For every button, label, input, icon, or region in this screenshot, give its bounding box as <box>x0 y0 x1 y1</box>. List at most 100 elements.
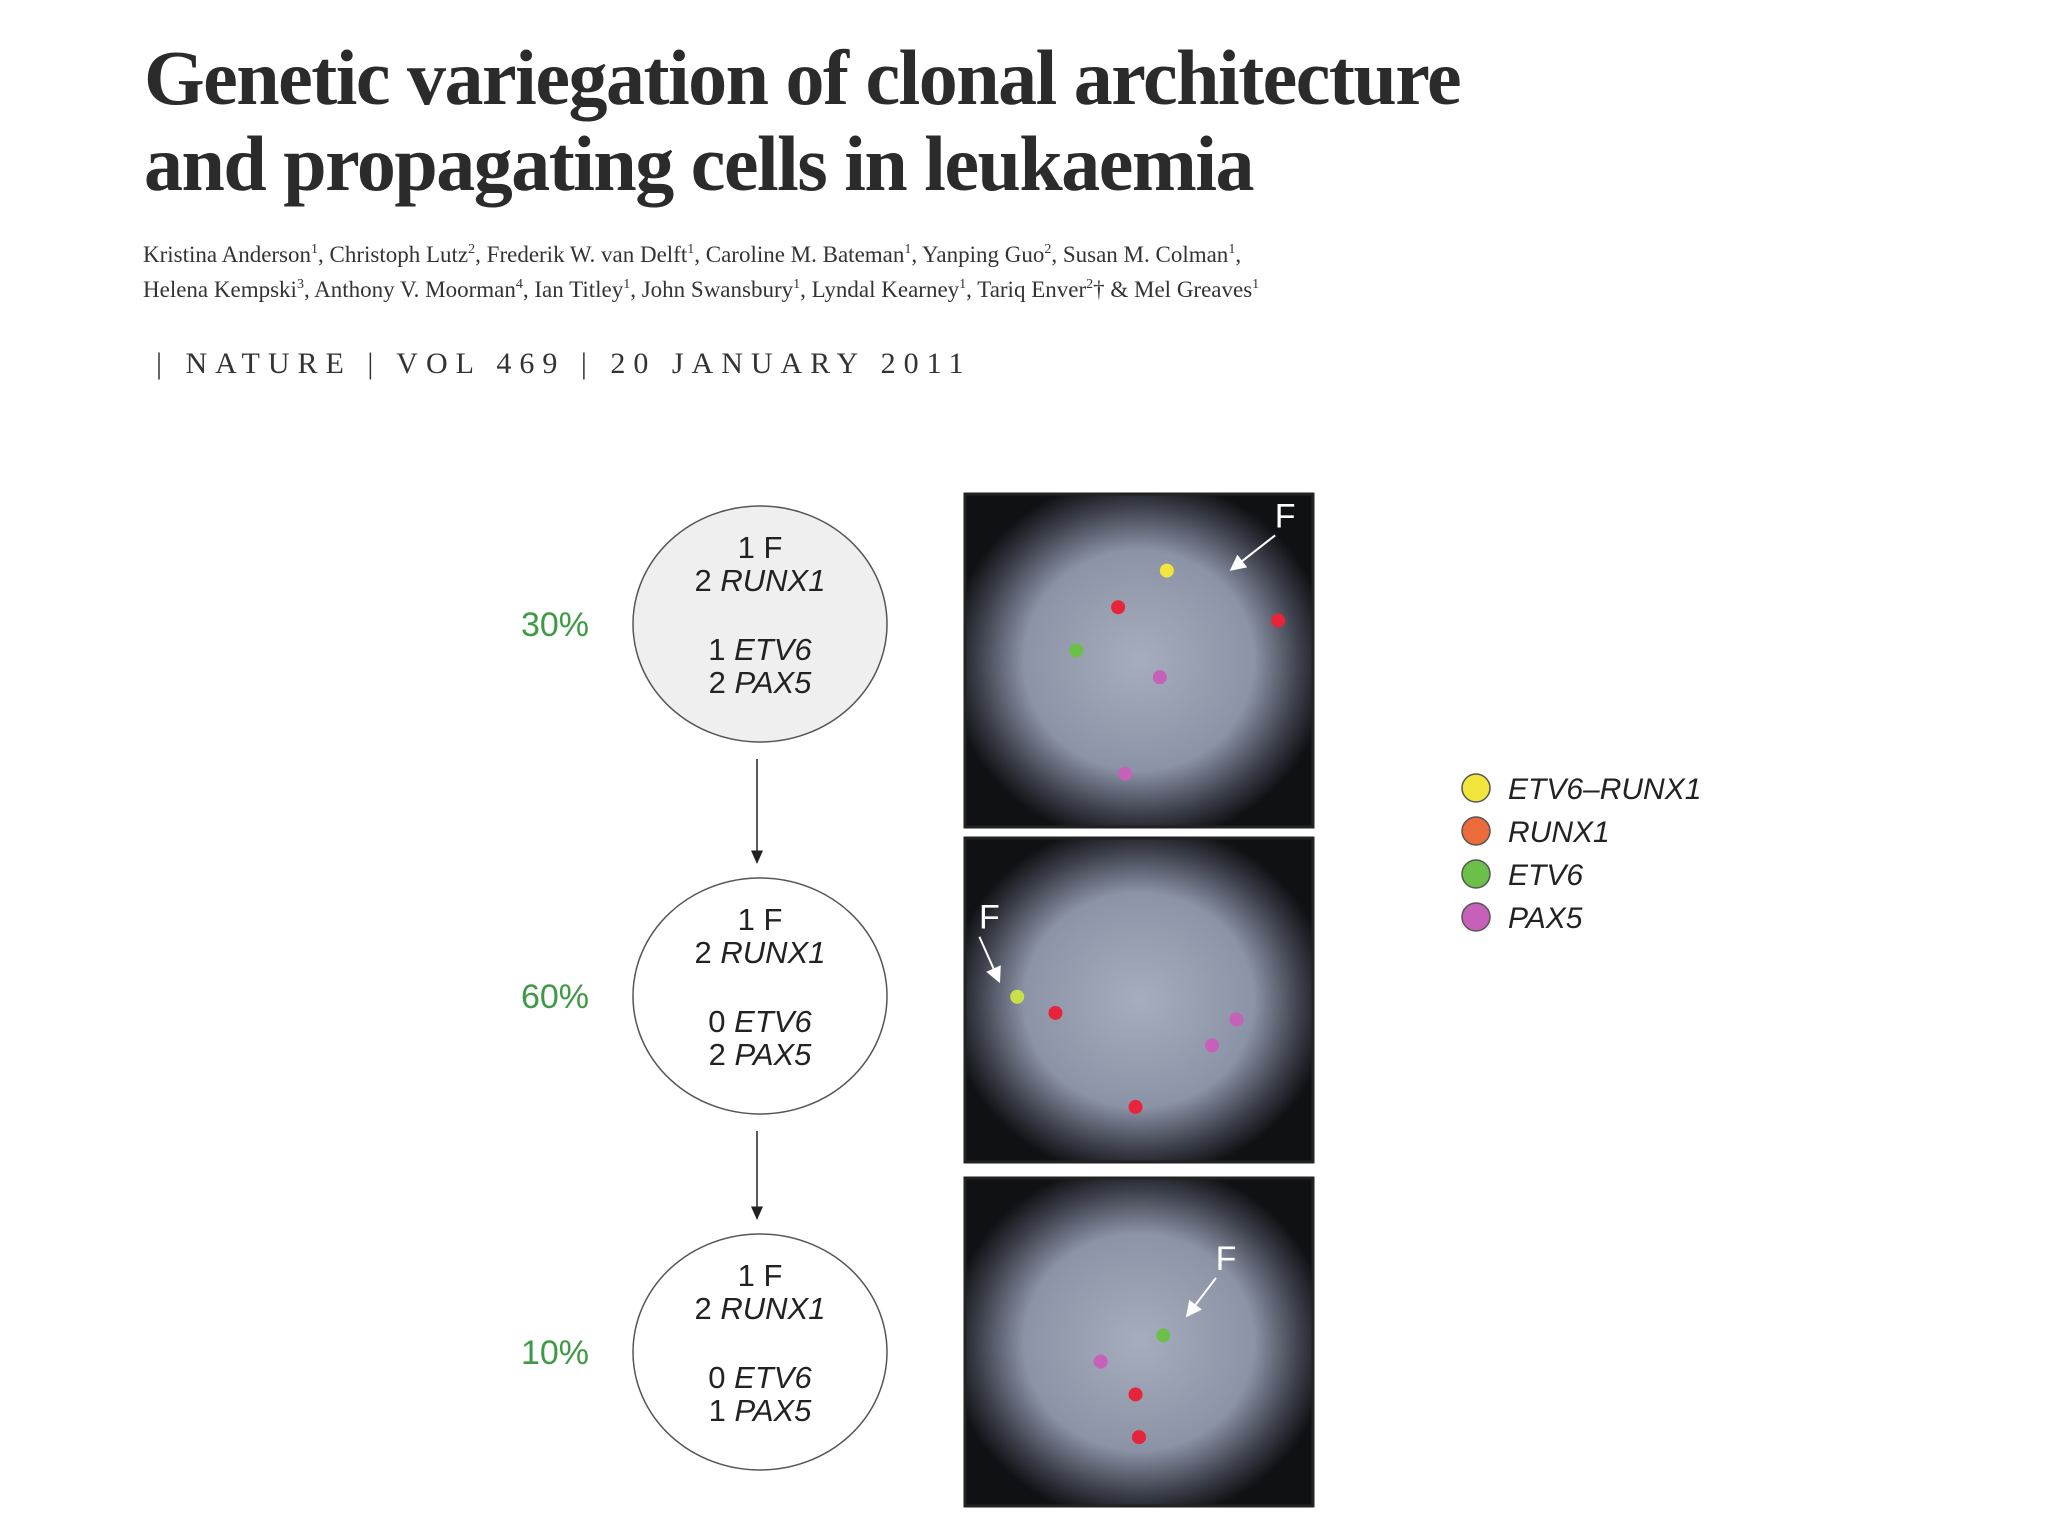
title-line: Genetic variegation of clonal architectu… <box>144 34 1460 121</box>
legend-swatch <box>1461 773 1491 803</box>
author-separator: , <box>304 277 314 302</box>
author-separator: , <box>1235 242 1241 267</box>
author-affiliation: 2 <box>468 242 475 257</box>
count: 2 <box>695 563 712 598</box>
clone-node <box>632 877 888 1115</box>
clone-row: 1 F <box>738 1258 783 1293</box>
count: 1 <box>709 1393 726 1428</box>
clone-row: 1 PAX5 <box>709 1393 813 1428</box>
clone-percent: 60% <box>521 978 589 1016</box>
author-name: Yanping Guo <box>922 242 1044 267</box>
author-separator: † & <box>1093 277 1134 302</box>
clone-node <box>632 505 888 743</box>
gene: F <box>763 902 782 937</box>
author-affiliation: 1 <box>623 277 630 292</box>
author-separator: , <box>630 277 642 302</box>
count: 1 <box>738 1258 755 1293</box>
author-affiliation: 2 <box>1044 242 1051 257</box>
spacer <box>712 1291 721 1326</box>
legend-label: RUNX1 <box>1508 816 1610 849</box>
fish-signal <box>1111 600 1126 615</box>
author-affiliation: 1 <box>687 242 694 257</box>
author-name: Christoph Lutz <box>330 242 469 267</box>
fusion-pointer <box>1229 534 1276 571</box>
gene: RUNX1 <box>720 935 825 970</box>
spacer <box>726 1360 735 1395</box>
author-separator: , <box>800 277 812 302</box>
spacer <box>755 530 764 565</box>
author-line: Kristina Anderson1, Christoph Lutz2, Fre… <box>143 242 1241 267</box>
gene: ETV6 <box>734 1004 812 1039</box>
count: 1 <box>708 632 725 667</box>
author-affiliation: 1 <box>1228 242 1235 257</box>
legend-swatch <box>1461 816 1491 846</box>
author-name: Lyndal Kearney <box>812 277 960 302</box>
fish-signal <box>1205 1038 1220 1053</box>
author-separator: , <box>694 242 706 267</box>
clone-row: 2 PAX5 <box>709 665 813 700</box>
author-separator: , <box>911 242 922 267</box>
clone-row: 0 ETV6 <box>708 1360 812 1395</box>
author-affiliation: 3 <box>297 277 304 292</box>
author-separator: , <box>523 277 535 302</box>
count: 2 <box>695 1291 712 1326</box>
clone-row: 0 ETV6 <box>708 1004 812 1039</box>
legend-swatch <box>1461 859 1491 889</box>
fish-signal <box>1118 766 1133 781</box>
gene: PAX5 <box>734 1037 812 1072</box>
author-name: Susan M. Colman <box>1063 242 1229 267</box>
clone-percent: 30% <box>521 606 589 644</box>
author-affiliation: 1 <box>311 242 318 257</box>
spacer <box>712 935 721 970</box>
author-separator: , <box>1051 242 1063 267</box>
micrograph <box>963 1176 1315 1508</box>
fish-signal <box>1132 1430 1146 1445</box>
author-name: Anthony V. Moorman <box>314 277 516 302</box>
title-line: and propagating cells in leukaemia <box>144 120 1254 207</box>
fish-signal <box>1010 989 1025 1004</box>
spacer <box>726 1004 735 1039</box>
author-affiliation: 1 <box>959 277 966 292</box>
gene: PAX5 <box>734 665 812 700</box>
spacer <box>755 902 764 937</box>
gene: RUNX1 <box>720 563 825 598</box>
author-name: Kristina Anderson <box>143 242 312 267</box>
gene: F <box>763 530 782 565</box>
clone-row: 1 ETV6 <box>708 632 812 667</box>
count: 2 <box>709 665 726 700</box>
author-name: Helena Kempski <box>143 277 297 302</box>
clone-percent: 10% <box>521 1334 589 1372</box>
gene: ETV6 <box>734 632 812 667</box>
author-name: Frederik W. van Delft <box>487 242 688 267</box>
clone-row: 2 PAX5 <box>709 1037 813 1072</box>
fish-signal <box>1152 670 1167 685</box>
author-affiliation: 1 <box>1252 277 1259 292</box>
author-affiliation: 4 <box>516 277 523 292</box>
fish-signal <box>1229 1012 1244 1027</box>
fusion-label: F <box>1275 497 1296 535</box>
legend-label: PAX5 <box>1508 902 1583 935</box>
fish-signal <box>1156 1328 1171 1343</box>
author-name: Caroline M. Bateman <box>706 242 905 267</box>
fish-signal <box>1128 1099 1143 1114</box>
count: 1 <box>738 902 755 937</box>
spacer <box>712 563 721 598</box>
fish-signal <box>1069 643 1084 658</box>
author-affiliation: 2 <box>1086 277 1093 292</box>
gene: RUNX1 <box>720 1291 825 1326</box>
count: 0 <box>708 1360 725 1395</box>
clone-row: 2 RUNX1 <box>695 563 826 598</box>
fish-signal <box>1128 1387 1143 1402</box>
spacer <box>726 1037 735 1072</box>
clone-row: 2 RUNX1 <box>695 1291 826 1326</box>
gene: ETV6 <box>734 1360 812 1395</box>
spacer <box>755 1258 764 1293</box>
spacer <box>726 1393 735 1428</box>
author-name: Tariq Enver <box>977 277 1086 302</box>
gene: PAX5 <box>734 1393 812 1428</box>
fusion-pointer <box>1185 1277 1217 1318</box>
spacer <box>726 665 735 700</box>
count: 0 <box>708 1004 725 1039</box>
